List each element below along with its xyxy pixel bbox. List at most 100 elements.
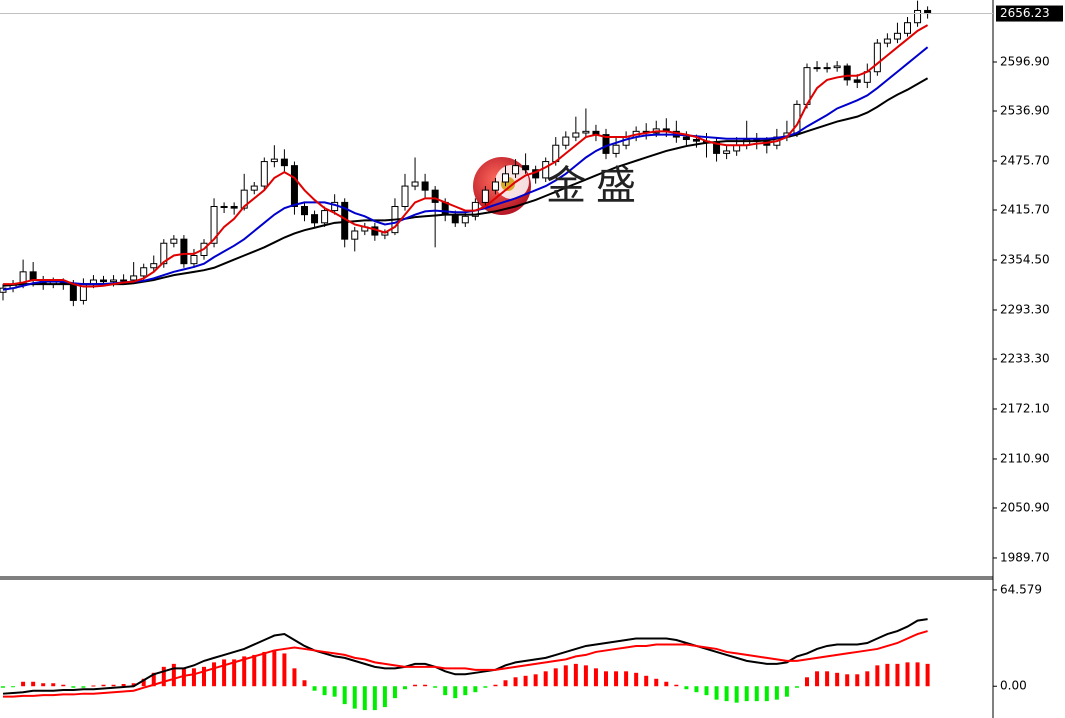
histogram-bar xyxy=(543,671,548,687)
candle-body xyxy=(411,181,419,187)
histogram-bar xyxy=(413,684,418,687)
histogram-bar xyxy=(161,666,166,687)
candle-body xyxy=(491,181,499,191)
histogram-bar xyxy=(292,668,297,687)
histogram-bar xyxy=(101,684,106,687)
candle-body xyxy=(582,130,590,134)
candle-body xyxy=(572,132,580,138)
candle-body xyxy=(280,158,288,167)
candle-body xyxy=(612,144,620,154)
histogram-bar xyxy=(604,671,608,687)
histogram-bar xyxy=(754,686,759,702)
histogram-bar xyxy=(845,674,850,687)
histogram-bar xyxy=(171,663,176,687)
candle-body xyxy=(351,230,359,240)
histogram-bar xyxy=(865,671,870,687)
histogram-bar xyxy=(11,686,16,688)
histogram-bar xyxy=(835,672,840,687)
histogram-bar xyxy=(614,671,619,687)
y-tick-label: 2172.10 xyxy=(1000,401,1050,415)
y-tick-label: 2110.90 xyxy=(1000,451,1050,465)
y-tick-label: 2050.90 xyxy=(1000,500,1050,514)
histogram-bar xyxy=(483,686,488,688)
candle-body xyxy=(190,255,198,265)
histogram-bar xyxy=(433,686,438,688)
histogram-bar xyxy=(212,662,217,687)
candle-body xyxy=(692,139,700,142)
histogram-bar xyxy=(533,674,538,687)
candle-body xyxy=(602,134,610,154)
histogram-bar xyxy=(664,681,669,687)
histogram-bar xyxy=(51,683,56,687)
candle-body xyxy=(682,136,690,141)
histogram-bar xyxy=(925,663,930,687)
candle-body xyxy=(69,283,77,301)
candle-body xyxy=(210,205,218,244)
histogram-bar xyxy=(121,683,126,687)
candle-body xyxy=(100,279,107,283)
candle-body xyxy=(803,67,811,105)
candle-body xyxy=(230,205,238,209)
histogram-bar xyxy=(493,684,498,687)
candle-body xyxy=(823,67,831,70)
indicator-line xyxy=(3,630,928,698)
y-tick-label: 2475.70 xyxy=(1000,153,1050,167)
histogram-bar xyxy=(473,686,478,693)
indicator-line xyxy=(2,618,928,695)
histogram-bar xyxy=(815,671,820,687)
candle-body xyxy=(914,9,922,24)
candle-body xyxy=(873,42,881,73)
candle-body xyxy=(522,165,530,171)
candle-body xyxy=(481,189,489,203)
histogram-bar xyxy=(714,686,719,700)
histogram-bar xyxy=(242,656,247,687)
candle-body xyxy=(853,79,861,83)
histogram-bar xyxy=(322,686,327,696)
candle-body xyxy=(250,185,258,191)
histogram-bar xyxy=(302,680,307,687)
candle-body xyxy=(130,275,138,281)
candle-body xyxy=(562,136,570,146)
histogram-bar xyxy=(111,684,116,687)
histogram-bar xyxy=(573,663,578,687)
histogram-bar xyxy=(875,665,880,687)
y-tick-label: 2293.30 xyxy=(1000,302,1050,316)
indicator-line xyxy=(3,24,929,288)
candle-body xyxy=(833,65,841,69)
histogram-bar xyxy=(503,680,508,687)
histogram-bar xyxy=(222,659,227,687)
histogram-bar xyxy=(553,668,558,687)
histogram-bar xyxy=(352,686,357,709)
histogram-bar xyxy=(634,672,639,687)
indicator-line xyxy=(2,46,929,291)
candle-body xyxy=(29,271,37,281)
indicator-line xyxy=(2,77,929,287)
histogram-bar xyxy=(202,666,206,687)
histogram-bar xyxy=(262,651,267,687)
candle-body xyxy=(160,242,168,265)
histogram-bar xyxy=(624,671,629,687)
histogram-bar xyxy=(654,678,659,687)
histogram-bar xyxy=(523,675,528,687)
histogram-bar xyxy=(403,686,407,690)
candle-body xyxy=(301,205,308,216)
histogram-bar xyxy=(453,686,458,699)
histogram-bar xyxy=(513,677,518,687)
y-tick-label: 2233.30 xyxy=(1000,351,1050,365)
candle-body xyxy=(461,215,469,224)
candle-body xyxy=(502,173,509,183)
histogram-bar xyxy=(252,654,257,687)
histogram-bar xyxy=(593,668,598,687)
candle-body xyxy=(451,214,459,224)
y-tick-label: 1989.70 xyxy=(1000,550,1050,564)
histogram-bar xyxy=(131,683,136,687)
histogram-bar xyxy=(704,686,709,696)
histogram-bar xyxy=(151,672,156,687)
candle-body xyxy=(883,38,891,44)
histogram-bar xyxy=(563,665,568,687)
y-tick-label: 64.579 xyxy=(1000,582,1042,596)
y-tick-label: 2415.70 xyxy=(1000,203,1050,217)
candle-body xyxy=(512,165,520,175)
y-tick-label: 0.00 xyxy=(1000,679,1027,693)
